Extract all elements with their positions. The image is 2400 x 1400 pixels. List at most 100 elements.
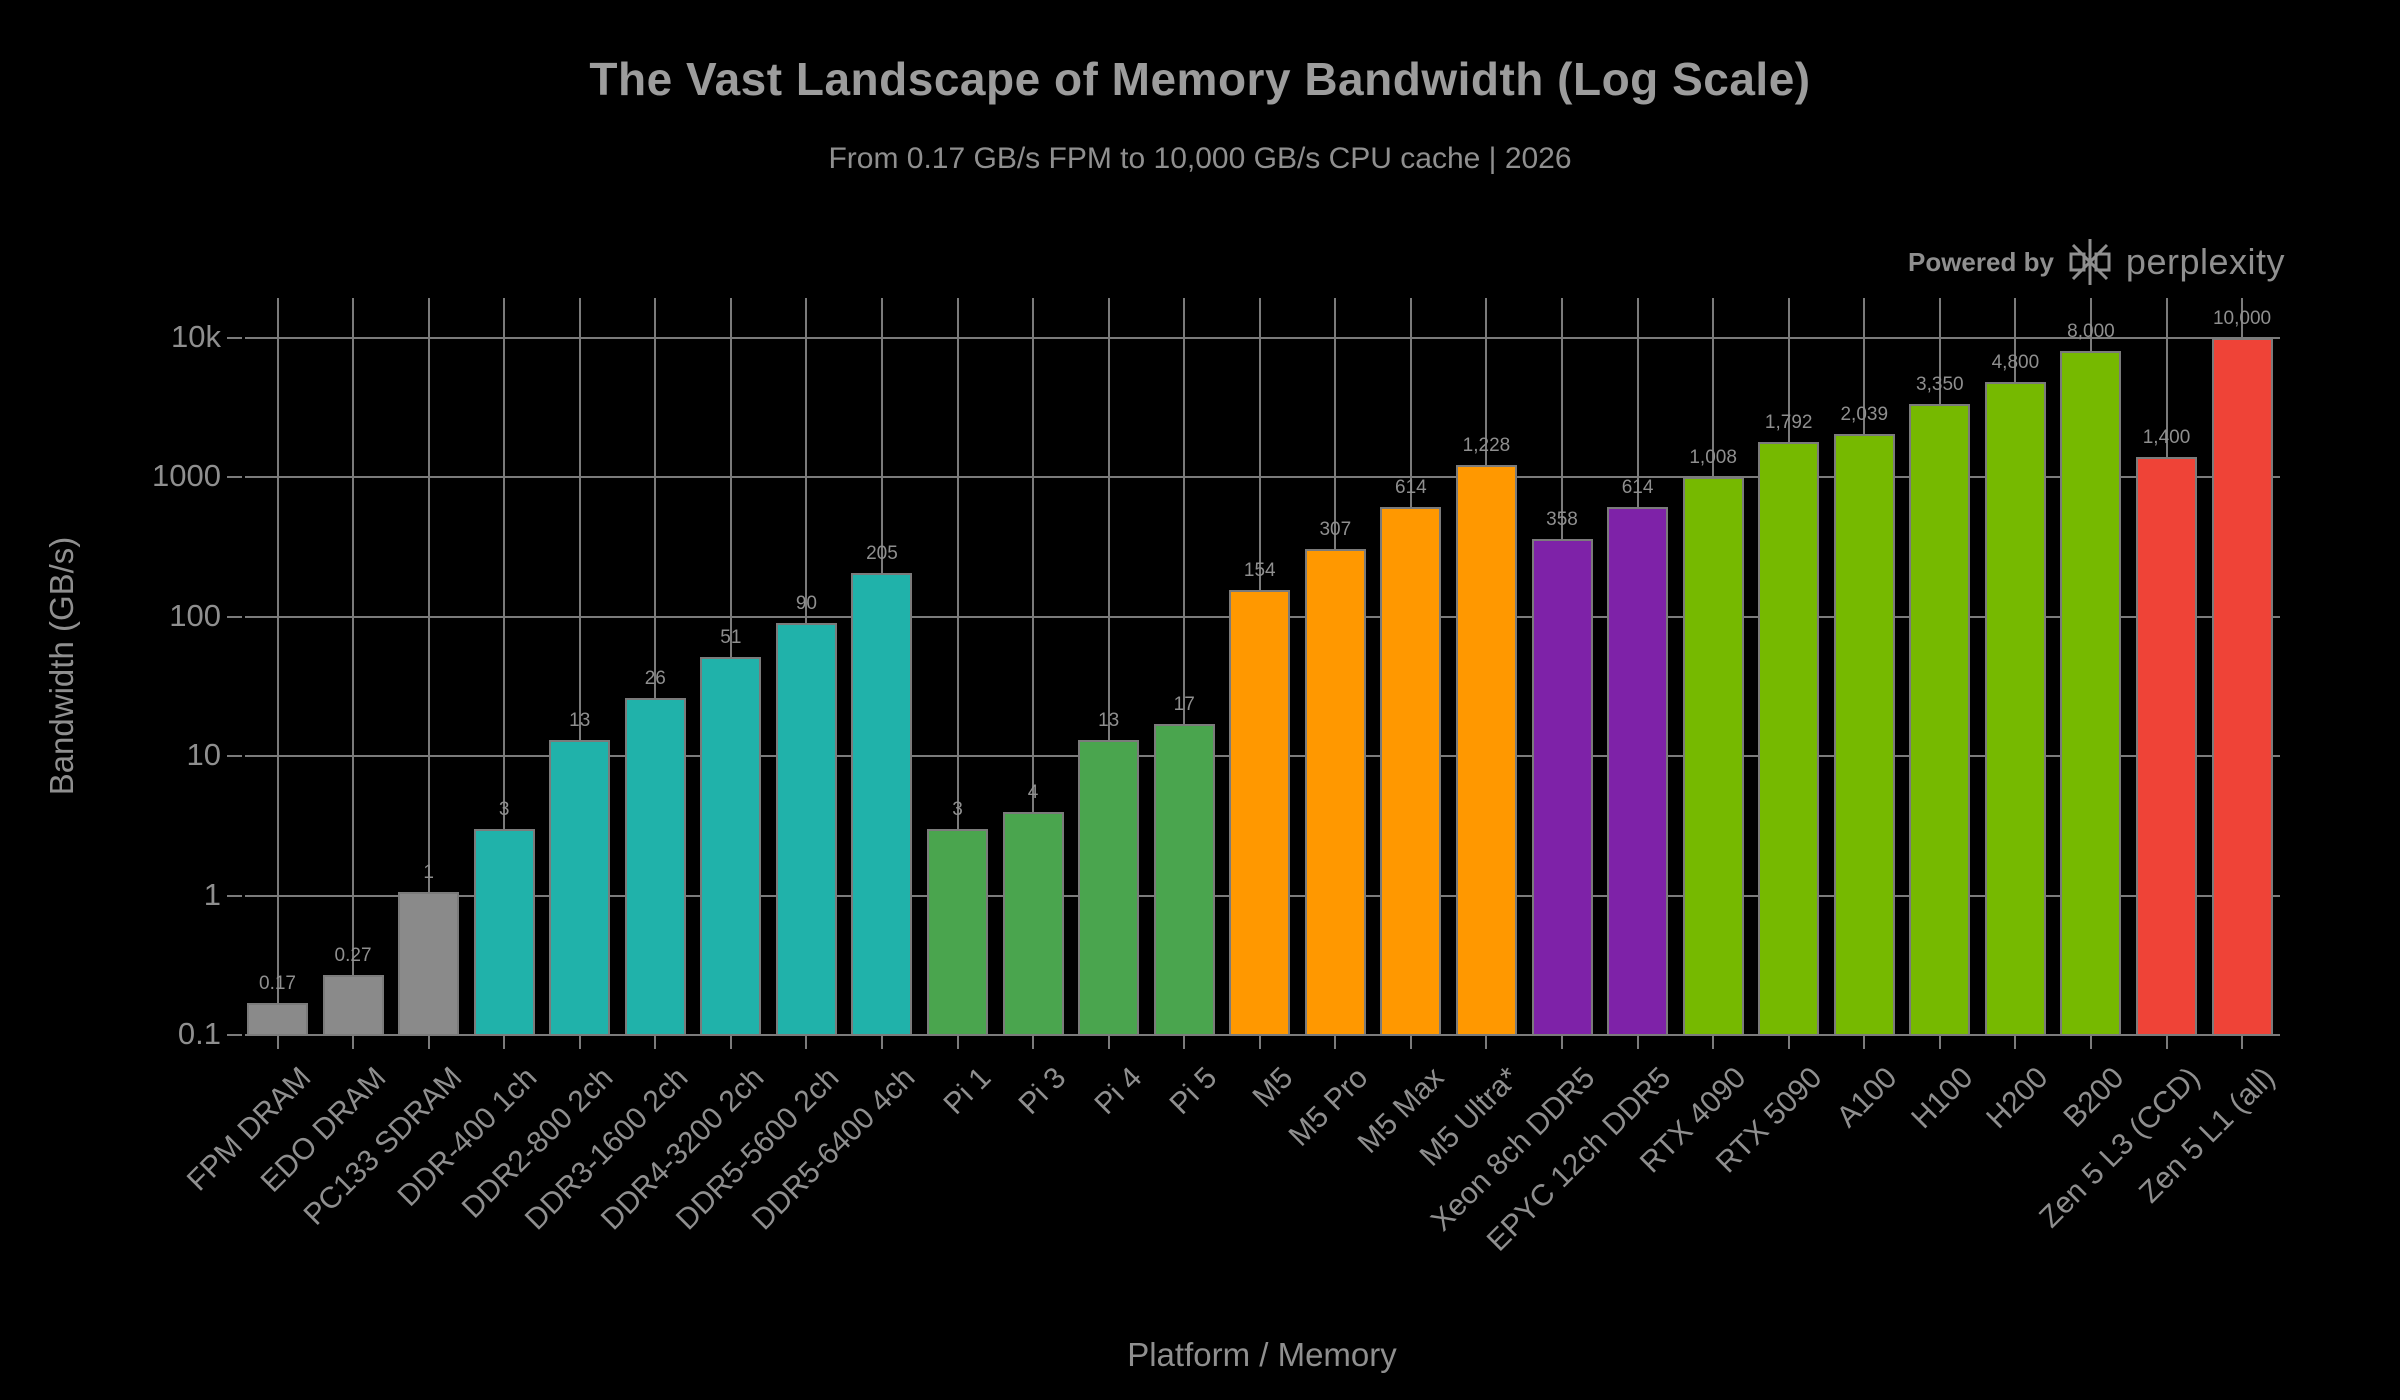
v-gridline [654, 298, 657, 1035]
v-gridline [1183, 298, 1186, 1035]
bar-value-label: 3,350 [1916, 373, 1964, 395]
h-gridline [245, 1034, 2280, 1036]
y-tick-label: 100 [169, 597, 221, 633]
v-gridline [578, 298, 581, 1035]
bar-value-label: 3 [498, 798, 510, 820]
bar-value-label: 13 [1098, 710, 1120, 732]
y-tick-label: 0.1 [177, 1016, 221, 1051]
bar-value-label: 4,800 [1991, 351, 2040, 373]
bar-value-label: 90 [795, 592, 817, 614]
bar-value-label: 0.17 [259, 972, 296, 994]
bar-Xeon 8ch DDR5 [1531, 539, 1593, 1035]
bar-value-label: 614 [1621, 476, 1654, 498]
bar-Pi 5 [1153, 723, 1215, 1035]
y-tick-label: 1000 [152, 458, 221, 493]
bar-DDR5-6400 4ch [851, 573, 913, 1035]
bar-value-label: 10,000 [2212, 307, 2272, 329]
bar-value-label: 26 [644, 668, 666, 690]
chart-subtitle: From 0.17 GB/s FPM to 10,000 GB/s CPU ca… [828, 142, 1572, 175]
y-tick-label: 10 [186, 737, 221, 772]
x-tick [427, 1035, 430, 1049]
x-tick [1712, 1035, 1715, 1049]
h-gridline [245, 336, 2280, 339]
y-tick [227, 615, 242, 618]
v-gridline [352, 298, 355, 1035]
chart-title: The Vast Landscape of Memory Bandwidth (… [589, 53, 1811, 105]
bar-value-label: 2,039 [1840, 403, 1889, 425]
bar-EPYC 12ch DDR5 [1607, 506, 1669, 1035]
bar-value-label: 205 [866, 543, 898, 564]
x-tick [1561, 1035, 1564, 1049]
y-tick [227, 894, 242, 897]
x-tick [1334, 1035, 1337, 1049]
bar-value-label: 0.27 [334, 944, 372, 966]
bar-value-label: 3 [952, 798, 963, 820]
y-tick [227, 1034, 242, 1036]
x-tick [956, 1035, 959, 1049]
x-tick [578, 1035, 581, 1049]
x-tick [2165, 1035, 2168, 1049]
bar-DDR-400 1ch [473, 828, 535, 1035]
perplexity-logo-icon [2068, 238, 2112, 286]
x-tick [503, 1035, 506, 1049]
bar-M5 Max [1380, 506, 1442, 1035]
x-tick [1032, 1035, 1035, 1049]
x-tick [729, 1035, 732, 1049]
bar-EDO DRAM [322, 974, 384, 1035]
x-tick [1258, 1035, 1261, 1049]
x-tick [1636, 1035, 1639, 1049]
x-tick [880, 1035, 883, 1049]
bar-value-label: 1,400 [2142, 426, 2191, 448]
bar-A100 [1833, 433, 1895, 1035]
bar-RTX 4090 [1682, 476, 1744, 1035]
powered-by-label: Powered by [1907, 246, 2054, 277]
bar-RTX 5090 [1758, 441, 1820, 1035]
bar-PC133 SDRAM [398, 891, 460, 1035]
v-gridline [427, 298, 430, 1035]
bar-value-label: 307 [1319, 518, 1352, 540]
bar-FPM DRAM [247, 1002, 308, 1035]
bar-value-label: 51 [720, 627, 742, 649]
x-axis-title: Platform / Memory [1127, 1336, 1397, 1373]
brand-name: perplexity [2125, 241, 2285, 282]
x-tick [1863, 1035, 1866, 1049]
x-tick [2014, 1035, 2017, 1049]
bar-value-label: 358 [1546, 509, 1578, 531]
bar-Pi 1 [927, 828, 989, 1035]
bar-Pi 4 [1078, 740, 1140, 1035]
bar-M5 Pro [1304, 548, 1366, 1035]
bar-value-label: 17 [1173, 693, 1195, 715]
v-gridline [1107, 298, 1110, 1035]
x-tick [276, 1035, 279, 1049]
bar-Zen 5 L1 (all) [2211, 337, 2273, 1035]
y-tick-label: 10k [171, 318, 221, 354]
bar-DDR3-1600 2ch [624, 698, 686, 1035]
bar-DDR5-5600 2ch [775, 622, 837, 1035]
x-tick [2241, 1035, 2244, 1049]
powered-by-branding: Powered by perplexity [1908, 238, 2285, 286]
v-gridline [276, 298, 279, 1035]
bar-value-label: 614 [1395, 476, 1427, 498]
x-tick [1107, 1035, 1110, 1049]
bar-value-label: 13 [569, 710, 591, 732]
bar-Pi 3 [1002, 811, 1064, 1035]
v-gridline [1032, 298, 1035, 1035]
bar-DDR4-3200 2ch [700, 657, 762, 1035]
bar-Zen 5 L3 (CCD) [2136, 456, 2197, 1035]
x-tick [2089, 1035, 2092, 1049]
x-tick [1183, 1035, 1186, 1049]
x-tick [1409, 1035, 1412, 1049]
h-gridline [245, 476, 2280, 478]
v-gridline [956, 298, 959, 1035]
bar-value-label: 1,228 [1462, 434, 1511, 456]
bar-value-label: 8,000 [2067, 321, 2115, 343]
y-tick [227, 755, 242, 757]
bar-B200 [2060, 351, 2122, 1035]
bar-value-label: 154 [1243, 560, 1276, 582]
bar-value-label: 1,792 [1764, 411, 1813, 433]
y-tick-label: 1 [203, 876, 221, 912]
x-tick [654, 1035, 657, 1049]
bar-H200 [1984, 381, 2046, 1035]
x-tick [352, 1035, 355, 1049]
